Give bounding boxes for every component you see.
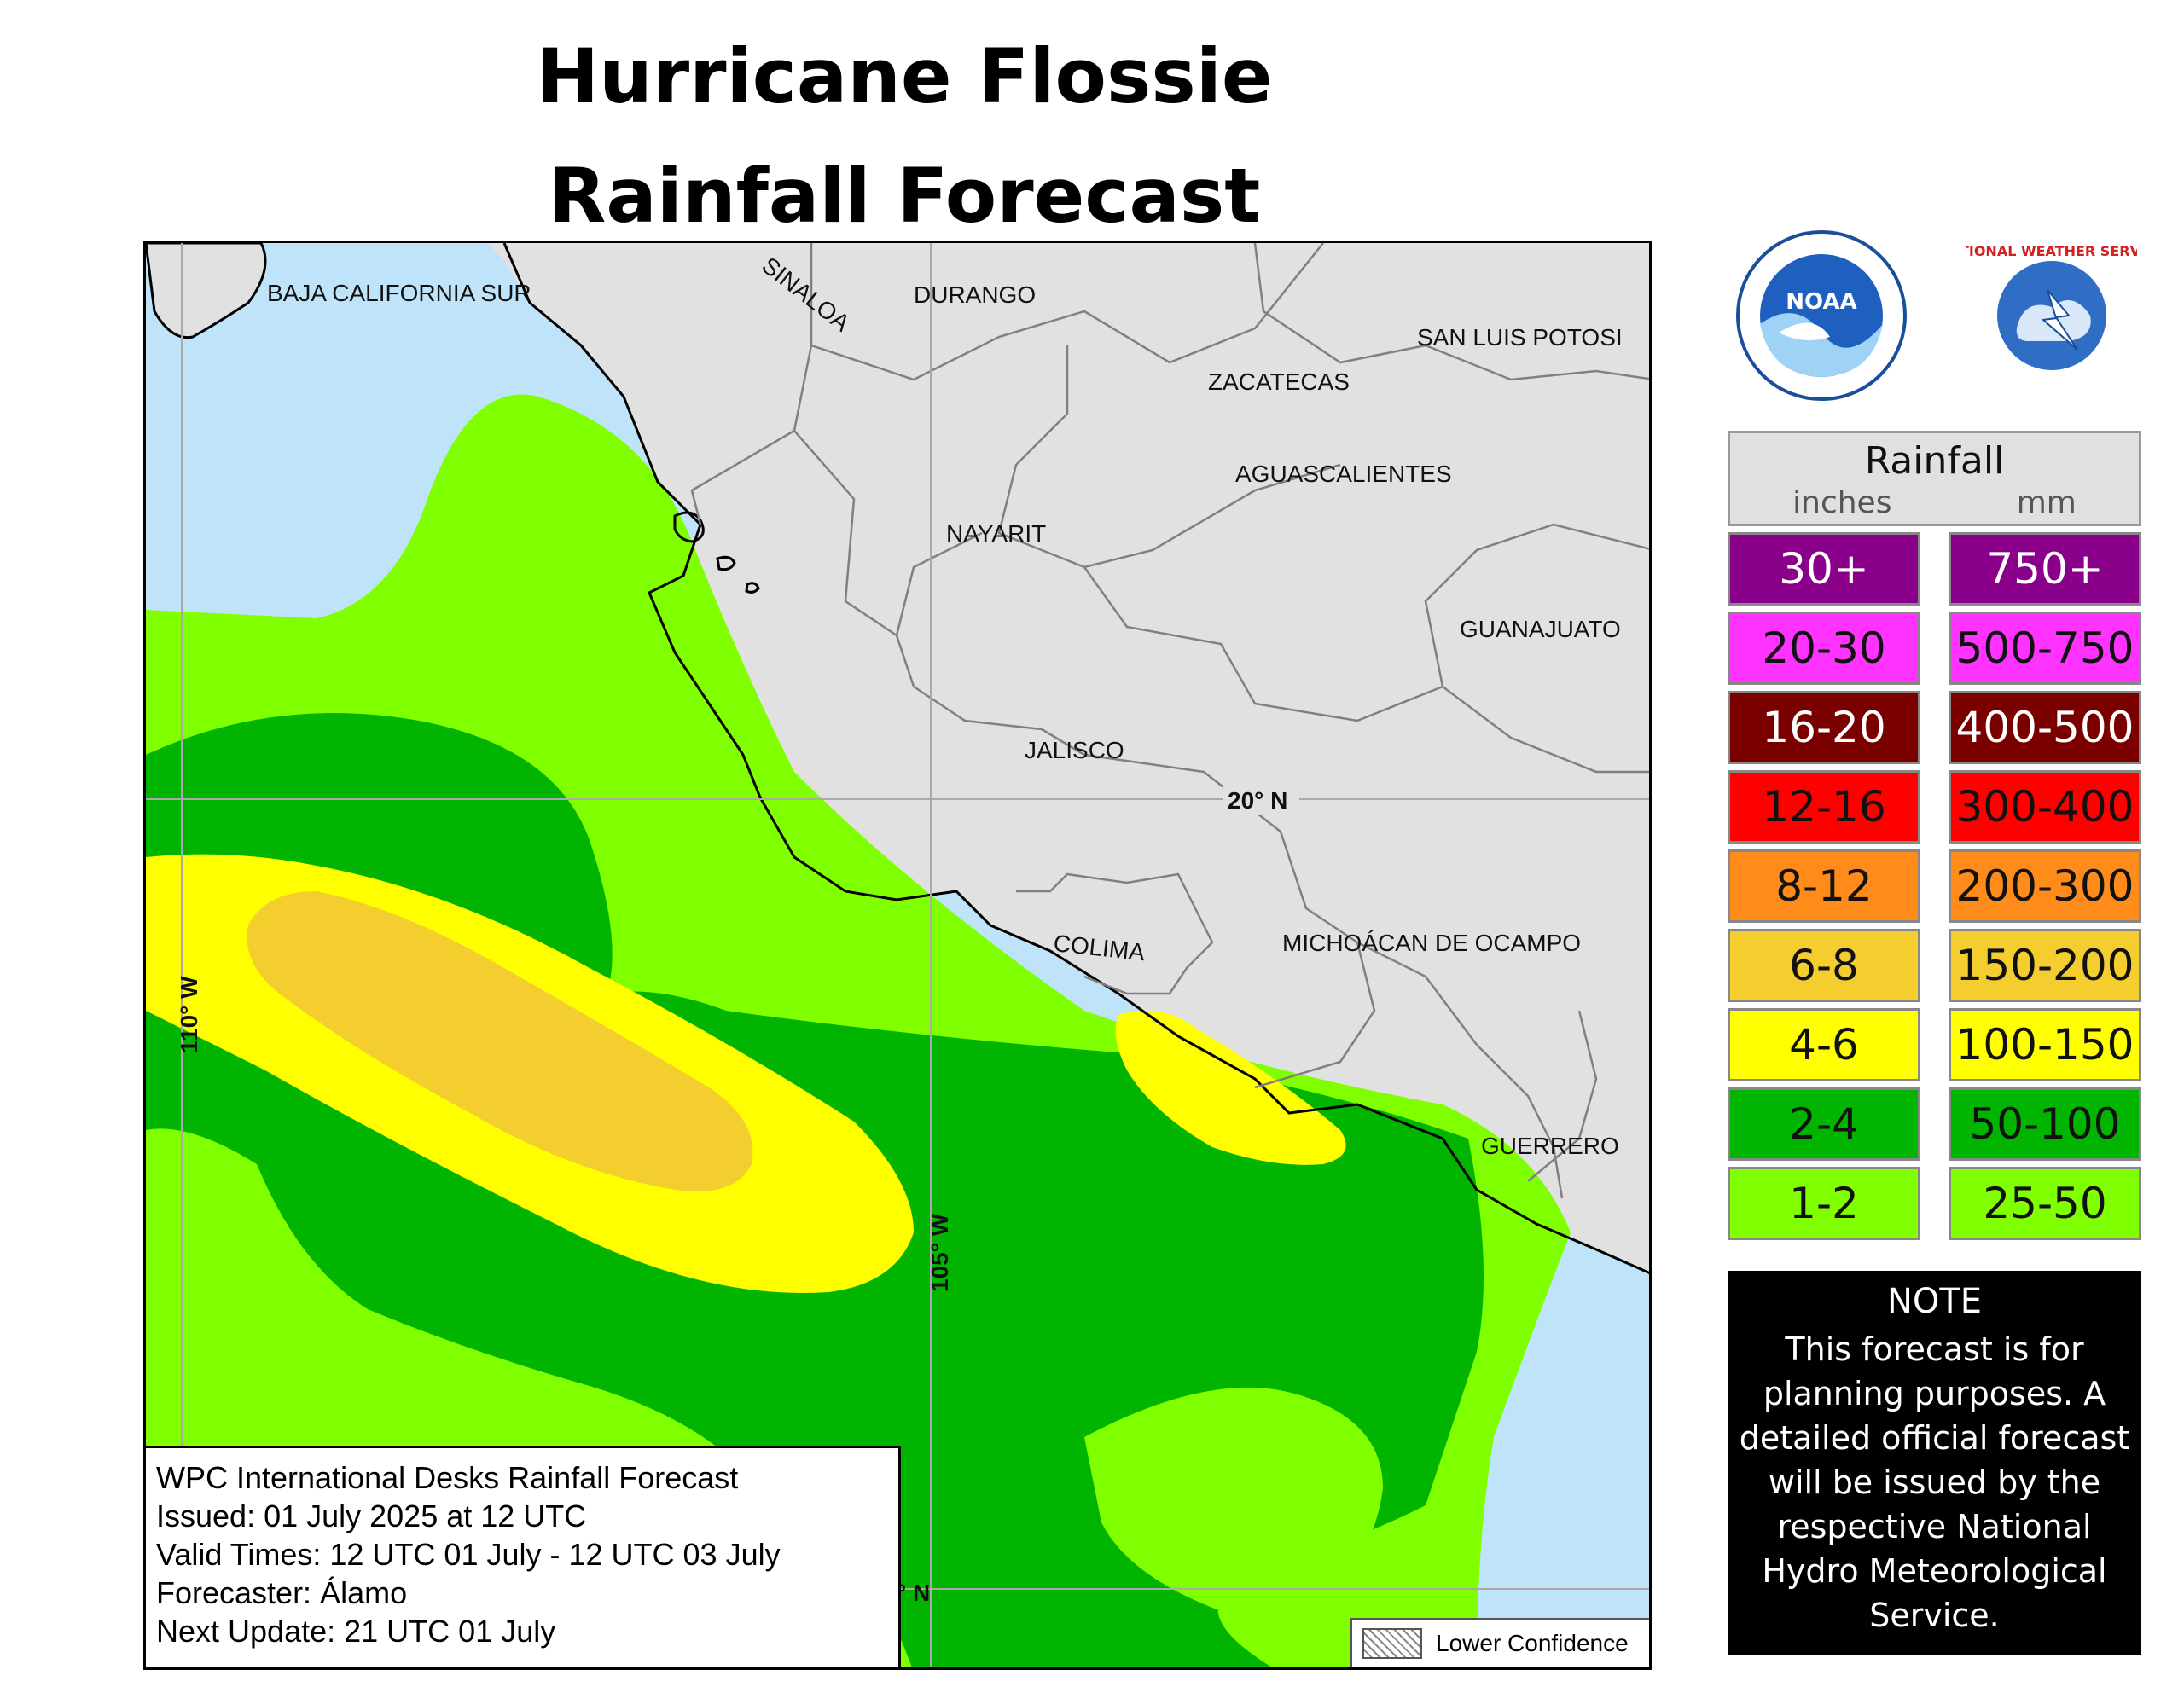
legend-inches-cell: 30+: [1728, 532, 1920, 606]
legend-row: 16-20 400-500: [1728, 691, 2141, 764]
legend-units: inches mm: [1730, 486, 2139, 520]
legend-mm-cell: 300-400: [1949, 770, 2141, 844]
lat-label-bg: [1223, 786, 1299, 815]
rain-band-4-6-coast: [1115, 1011, 1346, 1165]
nws-wordmark: NATIONAL WEATHER SERVICE: [1966, 243, 2137, 259]
label-nayarit: NAYARIT: [946, 520, 1046, 547]
nws-logo: NATIONAL WEATHER SERVICE: [1966, 232, 2137, 399]
legend-mm-cell: 500-750: [1949, 612, 2141, 685]
lower-confidence-label: Lower Confidence: [1436, 1630, 1629, 1656]
noaa-logo: NOAA: [1736, 230, 1907, 401]
legend-header: Rainfall inches mm: [1728, 431, 2141, 526]
legend-row: 2-4 50-100: [1728, 1087, 2141, 1161]
island-1: [673, 511, 705, 543]
label-guerrero: GUERRERO: [1481, 1133, 1619, 1159]
island-2: [716, 555, 736, 571]
note-body: This forecast is for planning purposes. …: [1739, 1330, 2130, 1634]
info-issued: Issued: 01 July 2025 at 12 UTC: [156, 1499, 587, 1533]
legend-row: 12-16 300-400: [1728, 770, 2141, 844]
legend-row: 20-30 500-750: [1728, 612, 2141, 685]
label-baja-california-sur: BAJA CALIFORNIA SUR: [267, 280, 531, 306]
grid-labels: 20° N 110° W 105° W ° N: [176, 786, 1299, 1606]
title-line-2: Rainfall Forecast: [548, 152, 1261, 240]
rainfall-legend: Rainfall inches mm 30+ 750+ 20-30 500-750 16…: [1728, 431, 2141, 1240]
map-canvas: 20° N 110° W 105° W ° N BAJA CALIFORNIA …: [146, 243, 1649, 1667]
legend-row: 1-2 25-50: [1728, 1167, 2141, 1240]
label-guanajuato: GUANAJUATO: [1460, 616, 1621, 642]
rainfall-map[interactable]: 20° N 110° W 105° W ° N BAJA CALIFORNIA …: [143, 241, 1652, 1670]
label-san-luis-potosi: SAN LUIS POTOSI: [1417, 324, 1623, 351]
legend-mm-cell: 200-300: [1949, 849, 2141, 923]
mainland-land: [487, 243, 1649, 1273]
lower-confidence-key: Lower Confidence: [1350, 1618, 1649, 1667]
lat-label-bottom: ° N: [897, 1580, 930, 1606]
rain-band-6-8: [247, 891, 753, 1191]
state-borders: [690, 243, 1649, 1199]
legend-inches-cell: 20-30: [1728, 612, 1920, 685]
info-product: WPC International Desks Rainfall Forecas…: [156, 1460, 739, 1495]
forecast-info-box: WPC International Desks Rainfall Forecas…: [146, 1446, 901, 1667]
legend-inches-cell: 8-12: [1728, 849, 1920, 923]
legend-row: 4-6 100-150: [1728, 1008, 2141, 1081]
legend-inches-cell: 4-6: [1728, 1008, 1920, 1081]
coastline: [502, 243, 1649, 1274]
legend-mm-cell: 400-500: [1949, 691, 2141, 764]
legend-inches-cell: 12-16: [1728, 770, 1920, 844]
info-forecaster: Forecaster: Álamo: [156, 1575, 408, 1610]
label-zacatecas: ZACATECAS: [1208, 368, 1350, 395]
note-box: NOTE This forecast is for planning purpo…: [1728, 1271, 2141, 1655]
legend-title: Rainfall: [1864, 439, 2005, 483]
baja-land: [146, 243, 267, 339]
legend-inches-cell: 6-8: [1728, 929, 1920, 1002]
island-3: [745, 582, 760, 594]
lon-label-105: 105° W: [926, 1213, 953, 1292]
info-valid-times: Valid Times: 12 UTC 01 July - 12 UTC 03 …: [156, 1537, 781, 1572]
note-title: NOTE: [1886, 1282, 1983, 1321]
legend-mm-cell: 150-200: [1949, 929, 2141, 1002]
legend-row: 8-12 200-300: [1728, 849, 2141, 923]
legend-unit-mm: mm: [2016, 485, 2077, 520]
label-durango: DURANGO: [914, 281, 1036, 308]
legend-rows: 30+ 750+ 20-30 500-750 16-20 400-500 12-16 300-…: [1728, 532, 2141, 1240]
noaa-wordmark: NOAA: [1786, 289, 1856, 315]
legend-mm-cell: 750+: [1949, 532, 2141, 606]
hatch-swatch: [1362, 1628, 1422, 1659]
legend-inches-cell: 16-20: [1728, 691, 1920, 764]
label-aguascalientes: AGUASCALIENTES: [1235, 461, 1452, 487]
page-title: Hurricane Flossie Rainfall Forecast: [290, 17, 1519, 256]
legend-unit-inches: inches: [1792, 485, 1892, 520]
label-jalisco: JALISCO: [1025, 737, 1124, 763]
label-michoacan: MICHOÁCAN DE OCAMPO: [1282, 930, 1581, 956]
legend-mm-cell: 100-150: [1949, 1008, 2141, 1081]
title-line-1: Hurricane Flossie: [536, 32, 1273, 120]
lat-label: 20° N: [1228, 787, 1287, 814]
rain-band-1-2-pocket: [1084, 1387, 1383, 1614]
lon-label-110: 110° W: [176, 976, 202, 1053]
legend-mm-cell: 50-100: [1949, 1087, 2141, 1161]
legend-inches-cell: 1-2: [1728, 1167, 1920, 1240]
legend-row: 6-8 150-200: [1728, 929, 2141, 1002]
legend-row: 30+ 750+: [1728, 532, 2141, 606]
legend-inches-cell: 2-4: [1728, 1087, 1920, 1161]
info-next-update: Next Update: 21 UTC 01 July: [156, 1614, 556, 1649]
legend-mm-cell: 25-50: [1949, 1167, 2141, 1240]
agency-logos: NOAA NATIONAL WEATHER SERVICE: [1728, 230, 2146, 401]
